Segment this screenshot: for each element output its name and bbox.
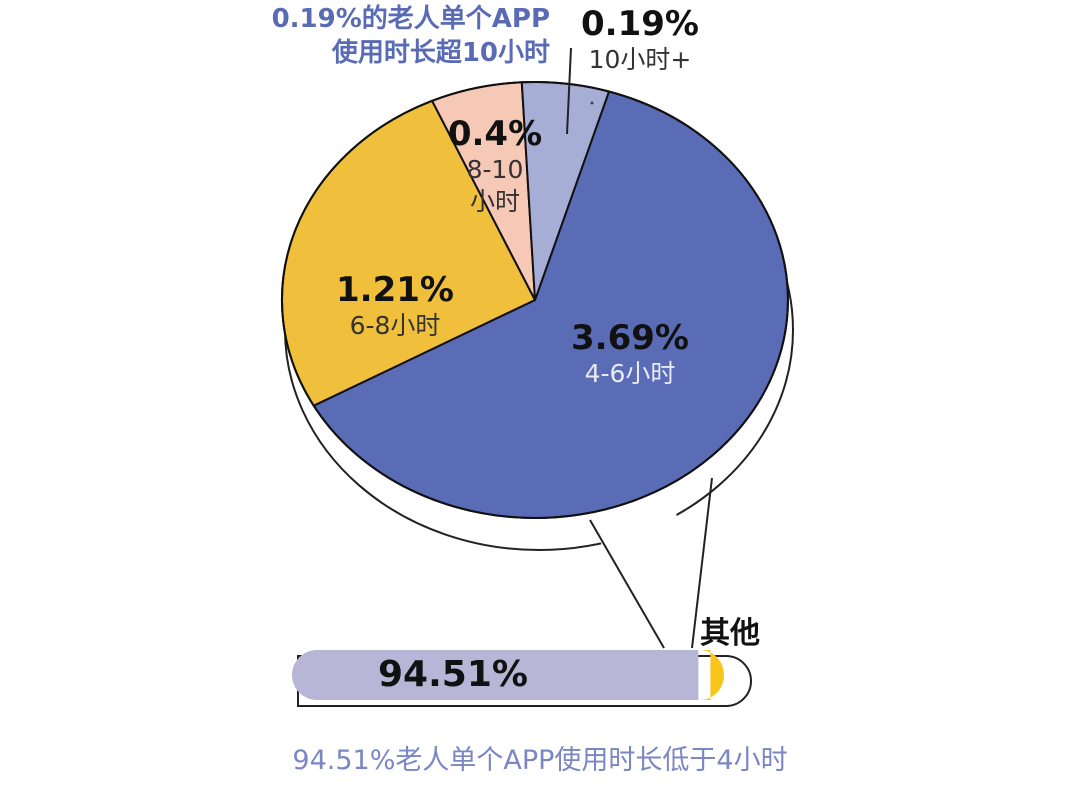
connector-line-left: [589, 519, 665, 649]
callout-line-1: 0.19%的老人单个APP: [271, 4, 550, 34]
other-label: 其他: [700, 616, 760, 651]
slice-percent-8-10h: 0.4%: [447, 114, 543, 154]
footer-caption: 94.51%老人单个APP使用时长低于4小时: [292, 745, 788, 776]
slice-category-10h-plus: 10小时+: [588, 45, 692, 74]
leader-line-10h-plus: [566, 47, 572, 135]
slice-percent-6-8h: 1.21%: [336, 270, 454, 310]
slice-label-8-10h: 0.4% 8-10小时: [440, 114, 550, 218]
slice-percent-10h-plus: 0.19%: [581, 4, 699, 44]
bar-segment-other: [700, 650, 724, 700]
slice-label-6-8h: 1.21% 6-8小时: [310, 270, 480, 342]
bar-segment-main: [292, 650, 699, 700]
callout-annotation: 0.19%的老人单个APP 使用时长超10小时: [230, 2, 550, 70]
pie-outline: [281, 81, 789, 519]
slice-category-4-6h: 4-6小时: [584, 359, 676, 388]
slice-category-6-8h: 6-8小时: [349, 311, 441, 340]
slice-label-4-6h: 3.69% 4-6小时: [545, 318, 715, 390]
leader-dot: [590, 101, 594, 105]
callout-line-2: 使用时长超10小时: [331, 38, 550, 68]
slice-category-8-10h: 8-10小时: [466, 155, 524, 216]
slice-label-10h-plus: 0.19% 10小时+: [565, 4, 715, 76]
connector-line-right: [691, 477, 713, 649]
slice-percent-4-6h: 3.69%: [571, 318, 689, 358]
bar-value-label: 94.51%: [378, 654, 528, 695]
